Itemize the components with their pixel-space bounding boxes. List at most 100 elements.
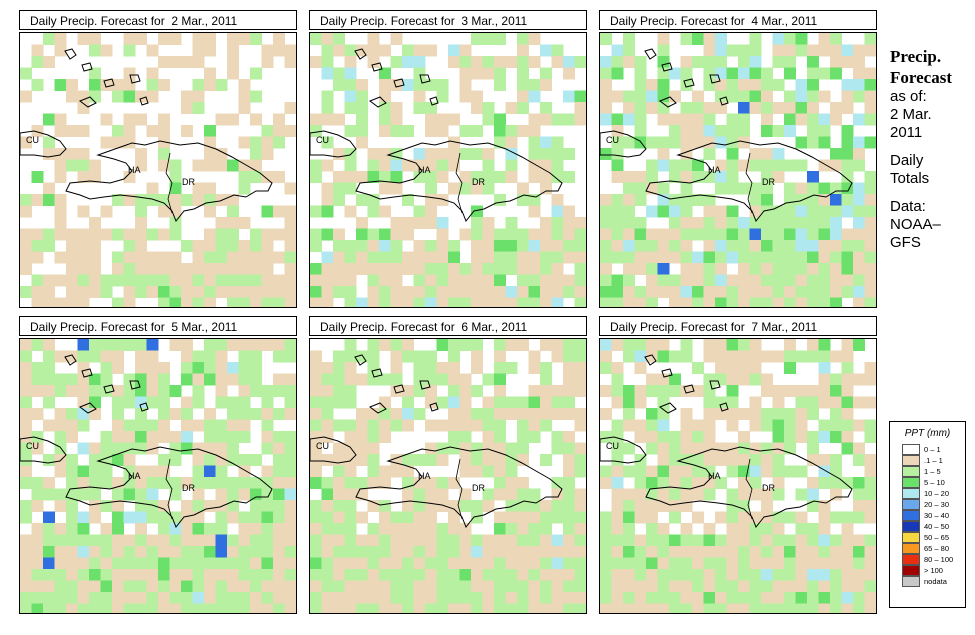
precip-cell [864, 546, 876, 558]
precip-cell [738, 113, 750, 126]
precip-cell [540, 240, 552, 252]
precip-cell [238, 297, 251, 307]
precip-cell [611, 557, 624, 570]
precip-cell [135, 534, 147, 547]
precip-cell [772, 465, 785, 478]
precip-cell [448, 580, 460, 593]
precip-cell [795, 79, 808, 91]
coastline [419, 380, 431, 390]
precip-cell [830, 592, 842, 604]
precip-cell [505, 569, 518, 581]
precip-cell [830, 67, 842, 80]
precip-cell [830, 194, 842, 206]
precip-cell [482, 373, 495, 386]
precip-cell [818, 546, 831, 558]
precip-cell [402, 592, 414, 604]
precip-cell [402, 523, 414, 535]
precip-cell [89, 511, 101, 524]
precip-cell [379, 251, 391, 264]
precip-cell [402, 534, 414, 547]
precip-cell [853, 274, 865, 287]
precip-cell [841, 339, 854, 351]
precip-cell [158, 125, 170, 137]
precip-cell [761, 580, 773, 593]
precip-cell [333, 465, 345, 478]
precip-cell [459, 500, 472, 512]
side-info: Precip. Forecast as of: 2 Mar. 2011 Dail… [890, 46, 975, 252]
precip-cell [772, 286, 785, 298]
precip-cell [379, 396, 391, 409]
precip-cell [864, 362, 876, 374]
precip-cell [600, 148, 612, 160]
precip-cell [31, 442, 44, 455]
precip-cell [692, 217, 704, 229]
precip-cell [772, 603, 785, 613]
precip-cell [20, 454, 32, 466]
precip-cell [66, 500, 78, 512]
legend-label: 20 – 30 [924, 500, 950, 509]
precip-cell [284, 350, 296, 363]
precip-cell [181, 263, 193, 275]
precip-cell [459, 90, 472, 103]
precip-cell [367, 523, 380, 535]
precip-cell [321, 102, 334, 114]
precip-cell [784, 350, 796, 363]
precip-cell [77, 511, 90, 524]
precip-cell [181, 569, 193, 581]
precip-cell [807, 603, 819, 613]
precip-cell [192, 182, 205, 195]
legend-swatch [902, 565, 920, 576]
precip-cell [66, 511, 78, 524]
precip-cell [738, 362, 750, 374]
precip-cell [448, 286, 460, 298]
coastline [371, 62, 383, 72]
precip-cell [425, 592, 437, 604]
precip-cell [726, 557, 739, 570]
precip-cell [273, 465, 285, 478]
precip-cell [284, 56, 296, 68]
precip-cell [238, 534, 251, 547]
precip-cell [807, 546, 819, 558]
precip-cell [192, 79, 205, 91]
precip-cell [367, 362, 380, 374]
precip-cell [528, 297, 541, 307]
precip-cell [20, 263, 32, 275]
legend-label: > 100 [924, 566, 943, 575]
precip-cell [749, 217, 762, 229]
precip-cell [379, 286, 391, 298]
precip-cell [215, 488, 228, 501]
precip-cell [43, 350, 55, 363]
precip-cell [471, 350, 483, 363]
precip-cell [818, 182, 831, 195]
precip-cell [112, 339, 124, 351]
precip-cell [494, 33, 506, 45]
precip-cell [669, 500, 681, 512]
precip-cell [413, 408, 426, 420]
precip-cell [31, 171, 44, 183]
precip-cell [703, 263, 716, 275]
precip-cell [761, 488, 773, 501]
precip-cell [646, 546, 658, 558]
precip-cell [853, 113, 865, 126]
precip-cell [669, 442, 681, 455]
country-label: HA [128, 471, 141, 481]
precip-cell [367, 477, 380, 489]
precip-cell [807, 431, 819, 443]
precip-cell [135, 286, 147, 298]
precip-cell [284, 205, 296, 218]
precip-cell [864, 90, 876, 103]
precip-cell [692, 546, 704, 558]
precip-cell [482, 251, 495, 264]
precip-cell [749, 240, 762, 252]
precip-cell [634, 385, 647, 397]
precip-cell [89, 44, 101, 57]
precip-cell [623, 557, 635, 570]
precip-cell [169, 228, 182, 241]
precip-cell [761, 373, 773, 386]
precip-cell [123, 431, 136, 443]
precip-cell [600, 477, 612, 489]
precip-cell [738, 592, 750, 604]
precip-cell [726, 500, 739, 512]
precip-cell [657, 350, 670, 363]
precip-cell [657, 488, 670, 501]
